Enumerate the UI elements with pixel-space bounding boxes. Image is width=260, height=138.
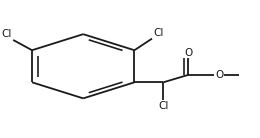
- Text: O: O: [215, 70, 223, 80]
- Text: Cl: Cl: [158, 101, 168, 111]
- Text: O: O: [184, 48, 193, 58]
- Text: Cl: Cl: [153, 28, 164, 38]
- Text: Cl: Cl: [2, 29, 12, 39]
